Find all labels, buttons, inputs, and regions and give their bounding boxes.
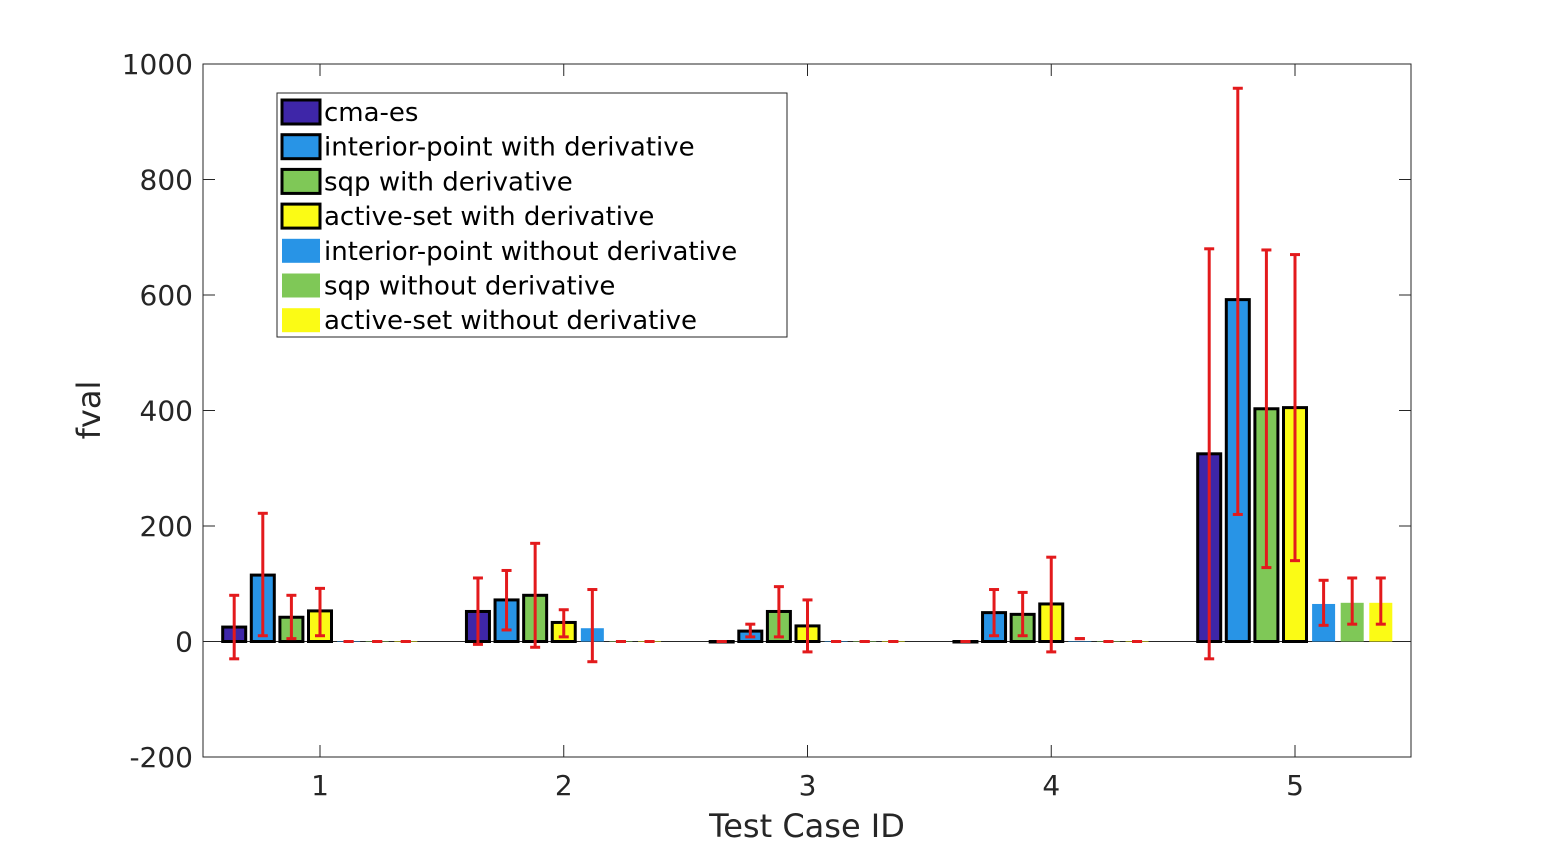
legend-swatch — [282, 308, 320, 333]
legend-label: active-set without derivative — [324, 306, 697, 336]
x-tick-label: 3 — [799, 769, 817, 802]
legend-box — [276, 92, 788, 338]
y-tick-label: 200 — [140, 510, 193, 543]
legend-label: sqp with derivative — [324, 167, 573, 197]
x-axis-label: Test Case ID — [708, 807, 905, 845]
legend-swatch — [282, 273, 320, 298]
legend-label: interior-point with derivative — [324, 133, 695, 163]
legend-label: active-set with derivative — [324, 202, 654, 232]
x-tick-label: 2 — [555, 769, 573, 802]
y-tick-label: 1000 — [122, 48, 193, 81]
legend-swatch — [280, 98, 322, 126]
ticks-layer: -200 0 200 400 600 800 1000 1 2 3 4 5 — [122, 48, 1411, 802]
legend-label: interior-point without derivative — [324, 237, 737, 267]
legend-label: cma-es — [324, 98, 418, 128]
x-tick-label: 5 — [1286, 769, 1304, 802]
y-axis-label: fval — [70, 381, 108, 440]
y-tick-label: -200 — [129, 741, 193, 774]
x-tick-label: 1 — [311, 769, 329, 802]
legend-swatch — [280, 133, 322, 161]
error-bars-layer — [229, 86, 1386, 664]
y-tick-label: 600 — [140, 279, 193, 312]
legend: cma-es interior-point with derivative sqp … — [276, 92, 788, 338]
legend-swatch — [282, 238, 320, 263]
legend-swatch — [280, 202, 322, 230]
legend-label: sqp without derivative — [324, 272, 615, 302]
bar — [1068, 641, 1092, 642]
y-tick-label: 800 — [140, 164, 193, 197]
y-tick-label: 0 — [175, 626, 193, 659]
y-tick-label: 400 — [140, 395, 193, 428]
legend-swatch — [280, 167, 322, 195]
x-tick-label: 4 — [1042, 769, 1060, 802]
